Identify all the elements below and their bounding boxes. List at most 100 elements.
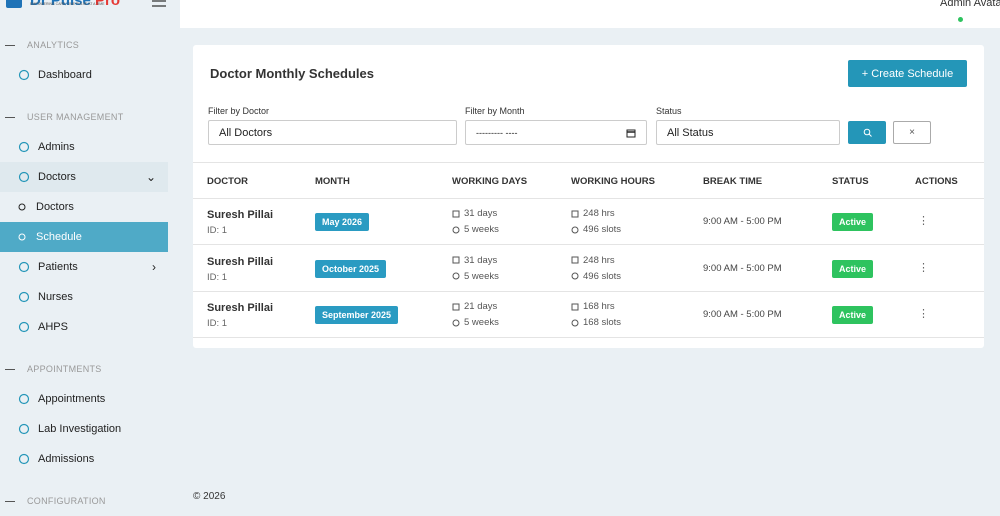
nav-item[interactable]: AHPS [0,312,168,342]
nav: ANALYTICS Dashboard USER MANAGEMENT Admins D… [0,18,180,516]
column-header: DOCTOR [207,176,248,187]
doctor-id: ID: 1 [207,271,228,283]
nav-icon [18,393,30,405]
create-button[interactable]: + Create Schedule [848,60,967,87]
status-badge: Active [832,259,874,278]
divider [193,244,984,245]
nav-label: Dashboard [38,69,92,81]
column-header: WORKING HOURS [571,176,655,187]
nav-icon [18,141,30,153]
stat-icon [452,319,460,326]
sidebar: Dr Pulse Pro EMPOWERING CARE, ONE PULSE … [0,0,180,506]
nav-section-title: APPOINTMENTS [0,354,180,384]
actions-menu[interactable]: ⋮ [918,261,929,274]
brand-accent: Pro [95,0,121,9]
schedule-card: Doctor Monthly Schedules + Create Schedu… [193,45,984,348]
doctor-name: Suresh Pillai [207,255,274,268]
tagline: EMPOWERING CARE, ONE PULSE AT A TIME [30,2,105,6]
stat-icon [452,226,460,233]
nav-icon [18,69,30,81]
brand: Dr Pulse Pro [30,0,120,9]
actions-menu[interactable]: ⋮ [918,215,929,227]
nav-item[interactable]: Dashboard [0,60,168,90]
chevron: › [152,260,156,274]
card-title: Doctor Monthly Schedules [210,66,374,81]
nav-icon [18,321,30,333]
actions-menu[interactable]: ⋮ [918,308,929,320]
stat-text: 496 slots [583,224,622,235]
nav-item[interactable]: Admins [0,132,168,162]
online-dot [958,17,963,22]
nav-section-title: USER MANAGEMENT [0,102,180,132]
avatar[interactable]: Admin Avatar [940,0,1000,9]
nav-icon [18,423,30,435]
nav-icon [18,171,30,183]
stat: 31 days [452,255,497,266]
divider [193,198,984,199]
stat-icon [452,272,460,280]
column-header: STATUS [832,176,869,187]
topbar: Admin Avatar [180,0,1000,28]
column-header: BREAK TIME [703,176,763,187]
stat-icon [452,256,460,264]
copyright: © 2026 [193,491,226,502]
divider [193,162,984,163]
stat-text: 31 days [464,254,498,266]
doctor-name: Suresh Pillai [207,209,274,221]
calendar-icon [626,129,636,138]
filter-label: Status [656,106,682,116]
break-time: 9:00 AM - 5:00 PM [703,216,782,227]
nav-icon [18,453,30,465]
search-button[interactable] [848,121,886,144]
stat: 496 slots [571,271,621,282]
stat-text: 31 days [464,208,498,219]
month-badge: September 2025 [315,306,399,324]
doctor-select[interactable]: All Doctors [208,120,457,145]
divider [193,290,984,292]
stat-icon [452,210,460,217]
nav-icon [18,291,30,303]
stat: 496 slots [571,224,621,235]
month-input[interactable]: --------- ---- [465,120,647,145]
nav-label: Admissions [38,453,95,465]
nav-item[interactable]: Nurses [0,282,168,312]
nav-label: Lab Investigation [38,423,122,435]
nav-item[interactable]: Patients › [0,252,168,282]
nav-label: Admins [38,141,75,153]
status-badge: Active [832,306,874,324]
stat-text: 168 slots [583,317,622,328]
clear-button[interactable]: × [893,121,931,144]
nav-section-title: ANALYTICS [0,30,180,60]
nav-item[interactable]: Appointments [0,384,168,414]
break-time: 9:00 AM - 5:00 PM [703,262,782,274]
stat-icon [571,210,579,217]
nav-subitem[interactable]: Schedule [0,222,168,252]
brand-name: Dr Pulse [30,0,91,9]
stat-icon [452,303,460,310]
nav-label: Nurses [38,291,73,303]
stat: 248 hrs [571,255,615,266]
sub-dot [18,233,26,241]
nav-item[interactable]: Lab Investigation [0,414,168,444]
stat: 5 weeks [452,224,499,235]
stat-text: 21 days [464,301,498,312]
column-header: WORKING DAYS [452,176,528,187]
nav-label: Doctors [38,171,76,183]
sub-dot [18,203,26,211]
nav-item[interactable]: Doctors ⌄ [0,162,168,192]
nav-subitem[interactable]: Doctors [0,192,168,222]
stat-icon [571,303,579,310]
menu-toggle[interactable] [152,0,166,8]
month-badge: October 2025 [315,259,387,278]
stat: 248 hrs [571,208,615,219]
stat-text: 5 weeks [464,317,499,328]
stat-icon [571,256,579,264]
status-select[interactable]: All Status [656,120,840,145]
app: Dr Pulse Pro EMPOWERING CARE, ONE PULSE … [0,0,1000,500]
nav-icon [18,261,30,273]
nav-section-title: CONFIGURATION [0,486,180,516]
filter-label: Filter by Doctor [208,106,270,116]
break-time: 9:00 AM - 5:00 PM [703,309,782,320]
stat-icon [571,226,579,233]
nav-item[interactable]: Admissions [0,444,168,474]
